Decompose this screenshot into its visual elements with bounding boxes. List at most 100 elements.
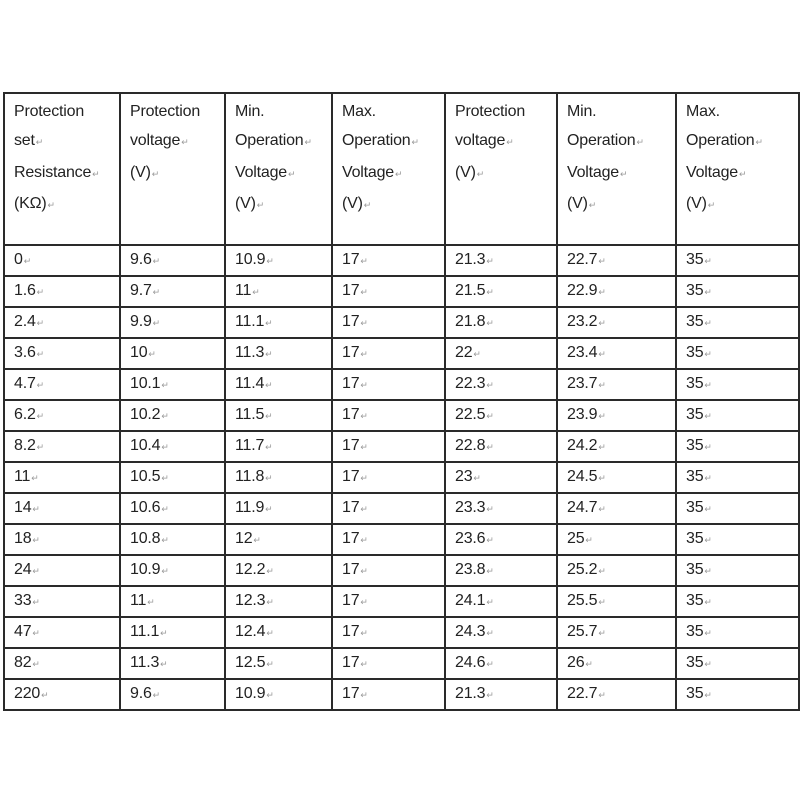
table-cell: 6.2: [3, 399, 121, 432]
table-row: 14 10.6 11.9 17 23.3 24.7 35: [3, 492, 800, 525]
cell-value: 3.6: [14, 344, 44, 361]
table-cell: 25.5: [556, 585, 677, 618]
table-row: 33 11 12.3 17 24.1 25.5 35: [3, 585, 800, 618]
cell-value: 17: [342, 623, 368, 640]
table-cell: 24.6: [444, 647, 558, 680]
table-cell: 35: [675, 337, 800, 370]
cell-value: 17: [342, 313, 368, 330]
cell-value: 11.3: [130, 654, 168, 671]
table-cell: 35: [675, 461, 800, 494]
table-cell: 26: [556, 647, 677, 680]
header-cell: Min. OperationVoltage(V): [224, 92, 333, 246]
cell-value: 17: [342, 282, 368, 299]
table-cell: 11.8: [224, 461, 333, 494]
cell-value: 11: [14, 468, 39, 485]
header-text: Operation: [686, 126, 797, 157]
cell-value: 17: [342, 499, 368, 516]
cell-value: 1.6: [14, 282, 44, 299]
cell-value: 12.3: [235, 592, 274, 609]
cell-value: 17: [342, 375, 368, 392]
cell-value: 35: [686, 282, 712, 299]
table-cell: 11.7: [224, 430, 333, 463]
table-cell: 10: [119, 337, 226, 370]
table-cell: 24.7: [556, 492, 677, 525]
header-text: Min.: [235, 103, 265, 120]
table-row: 1.6 9.7 11 17 21.5 22.9 35: [3, 275, 800, 308]
table-cell: 35: [675, 523, 800, 556]
table-cell: 23.7: [556, 368, 677, 401]
header-text: (V): [342, 189, 443, 220]
header-cell: Min. OperationVoltage(V): [556, 92, 677, 246]
table-cell: 22: [444, 337, 558, 370]
table-cell: 12.4: [224, 616, 333, 649]
table-cell: 17: [331, 244, 446, 277]
table-row: 0 9.6 10.9 17 21.3 22.7 35: [3, 244, 800, 277]
table-cell: 23.3: [444, 492, 558, 525]
table-cell: 21.8: [444, 306, 558, 339]
table-cell: 24.3: [444, 616, 558, 649]
cell-value: 9.7: [130, 282, 160, 299]
cell-value: 2.4: [14, 313, 44, 330]
table-cell: 0: [3, 244, 121, 277]
cell-value: 35: [686, 499, 712, 516]
cell-value: 35: [686, 406, 712, 423]
table-cell: 17: [331, 337, 446, 370]
cell-value: 11.9: [235, 499, 273, 516]
table-row: 8.2 10.4 11.7 17 22.8 24.2 35: [3, 430, 800, 463]
header-text: Max.: [342, 103, 376, 120]
header-text: set: [14, 126, 118, 157]
table-cell: 10.9: [224, 678, 333, 711]
cell-value: 26: [567, 654, 593, 671]
protection-voltage-table: Protection setResistance(KΩ) Protection vol…: [3, 92, 800, 711]
cell-value: 11.1: [235, 313, 273, 330]
table-cell: 17: [331, 461, 446, 494]
cell-value: 17: [342, 685, 368, 702]
table-cell: 4.7: [3, 368, 121, 401]
header-text: Protection: [14, 103, 85, 120]
cell-value: 35: [686, 654, 712, 671]
table-cell: 11.4: [224, 368, 333, 401]
header-cell: Max. OperationVoltage(V): [675, 92, 800, 246]
cell-value: 23.3: [455, 499, 494, 516]
header-text: (V): [130, 158, 223, 189]
cell-value: 24: [14, 561, 40, 578]
table-cell: 33: [3, 585, 121, 618]
table-cell: 21.3: [444, 244, 558, 277]
cell-value: 10.9: [130, 561, 169, 578]
cell-value: 9.9: [130, 313, 160, 330]
table-cell: 10.6: [119, 492, 226, 525]
cell-value: 22.8: [455, 437, 494, 454]
cell-value: 12.5: [235, 654, 274, 671]
cell-value: 12: [235, 530, 261, 547]
cell-value: 17: [342, 592, 368, 609]
cell-value: 25: [567, 530, 593, 547]
cell-value: 10.9: [235, 685, 274, 702]
cell-value: 22.7: [567, 251, 606, 268]
cell-value: 10.8: [130, 530, 169, 547]
table-row: 2.4 9.9 11.1 17 21.8 23.2 35: [3, 306, 800, 339]
cell-value: 24.1: [455, 592, 494, 609]
cell-value: 18: [14, 530, 40, 547]
header-text: Voltage: [235, 158, 330, 189]
table-row: 3.6 10 11.3 17 22 23.4 35: [3, 337, 800, 370]
cell-value: 11: [130, 592, 155, 609]
cell-value: 82: [14, 654, 40, 671]
cell-value: 35: [686, 437, 712, 454]
cell-value: 22.3: [455, 375, 494, 392]
table-cell: 220: [3, 678, 121, 711]
table-row: 82 11.3 12.5 17 24.6 26 35: [3, 647, 800, 680]
table-cell: 17: [331, 523, 446, 556]
cell-value: 35: [686, 685, 712, 702]
header-text: Max.: [686, 103, 720, 120]
table-cell: 11.1: [224, 306, 333, 339]
header-cell: Max. OperationVoltage(V): [331, 92, 446, 246]
table-cell: 35: [675, 585, 800, 618]
cell-value: 35: [686, 530, 712, 547]
table-cell: 17: [331, 275, 446, 308]
cell-value: 35: [686, 623, 712, 640]
header-row: Protection setResistance(KΩ) Protection vol…: [3, 92, 800, 246]
table-cell: 10.1: [119, 368, 226, 401]
table-cell: 24.2: [556, 430, 677, 463]
cell-value: 17: [342, 251, 368, 268]
cell-value: 24.2: [567, 437, 606, 454]
